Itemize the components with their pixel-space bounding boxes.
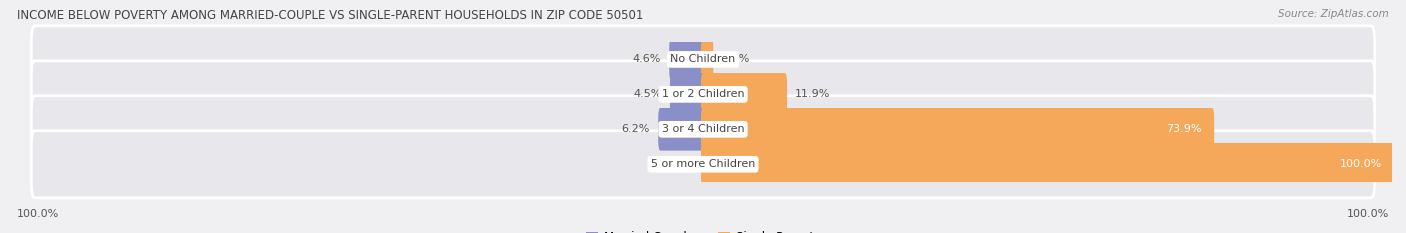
Text: 4.5%: 4.5% xyxy=(633,89,662,99)
Text: 4.6%: 4.6% xyxy=(633,55,661,64)
Text: 100.0%: 100.0% xyxy=(17,209,59,219)
Legend: Married Couples, Single Parents: Married Couples, Single Parents xyxy=(582,226,824,233)
Text: Source: ZipAtlas.com: Source: ZipAtlas.com xyxy=(1278,9,1389,19)
Text: 11.9%: 11.9% xyxy=(796,89,831,99)
Text: 3 or 4 Children: 3 or 4 Children xyxy=(662,124,744,134)
FancyBboxPatch shape xyxy=(31,61,1375,128)
FancyBboxPatch shape xyxy=(702,108,1215,151)
FancyBboxPatch shape xyxy=(669,38,704,81)
FancyBboxPatch shape xyxy=(702,38,713,81)
Text: 5 or more Children: 5 or more Children xyxy=(651,159,755,169)
FancyBboxPatch shape xyxy=(31,26,1375,93)
FancyBboxPatch shape xyxy=(669,73,704,116)
Text: No Children: No Children xyxy=(671,55,735,64)
Text: 0.0%: 0.0% xyxy=(665,159,693,169)
Text: 100.0%: 100.0% xyxy=(1347,209,1389,219)
Text: 73.9%: 73.9% xyxy=(1167,124,1202,134)
Text: 6.2%: 6.2% xyxy=(621,124,650,134)
FancyBboxPatch shape xyxy=(702,143,1393,186)
Text: 100.0%: 100.0% xyxy=(1340,159,1382,169)
FancyBboxPatch shape xyxy=(658,108,704,151)
FancyBboxPatch shape xyxy=(702,73,787,116)
FancyBboxPatch shape xyxy=(31,96,1375,163)
Text: 1.2%: 1.2% xyxy=(721,55,749,64)
FancyBboxPatch shape xyxy=(31,131,1375,198)
Text: 1 or 2 Children: 1 or 2 Children xyxy=(662,89,744,99)
Text: INCOME BELOW POVERTY AMONG MARRIED-COUPLE VS SINGLE-PARENT HOUSEHOLDS IN ZIP COD: INCOME BELOW POVERTY AMONG MARRIED-COUPL… xyxy=(17,9,644,22)
